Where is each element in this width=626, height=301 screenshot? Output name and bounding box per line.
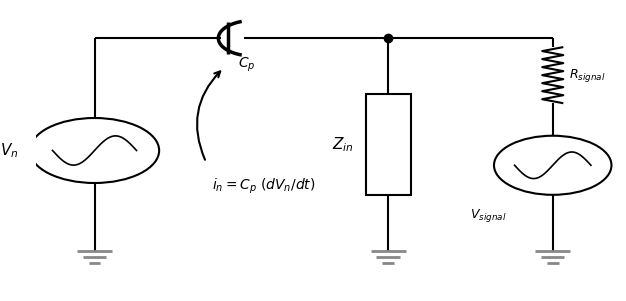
Text: $Z_{in}$: $Z_{in}$ [332,135,354,154]
Text: $V_n$: $V_n$ [0,141,18,160]
Text: $C_p$: $C_p$ [239,56,256,74]
Bar [366,95,411,195]
Text: $R_{signal}$: $R_{signal}$ [569,67,606,84]
Text: $V_{signal}$: $V_{signal}$ [470,206,506,224]
Text: $i_n = C_p\ (dV_n/dt)$: $i_n = C_p\ (dV_n/dt)$ [212,176,316,196]
